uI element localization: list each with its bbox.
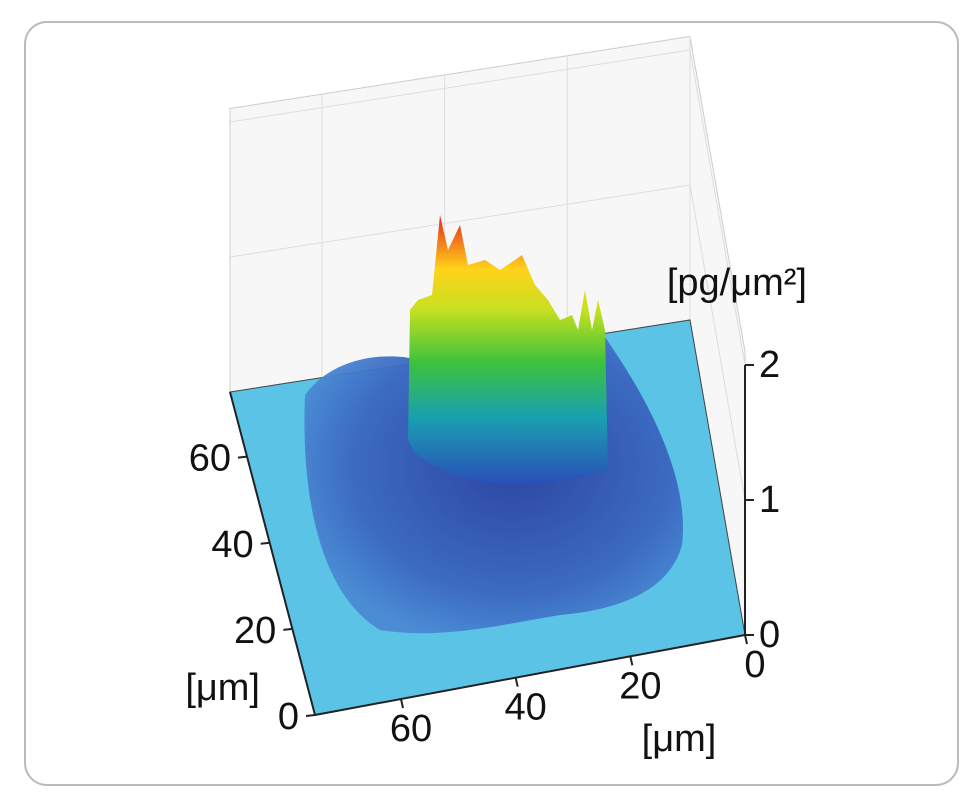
y-tick-label: 60 [189,438,231,480]
x-tick-label: 0 [744,644,765,686]
z-tick-label: 1 [759,479,780,521]
walls [229,35,746,636]
surface [304,215,684,634]
axis-line [229,391,316,716]
z-tick-label: 0 [759,614,780,656]
x-tick-label: 20 [619,665,661,707]
x-tick-label: 60 [390,708,432,750]
y-tick-label: 40 [211,524,253,566]
x-tick [629,656,634,666]
y-tick [260,541,270,545]
x-tick [744,634,748,645]
y-tick-label: 0 [278,696,299,738]
y-tick-label: 20 [234,610,276,652]
x-tick-label: 40 [505,687,547,729]
axis-line [314,634,746,716]
x-tick [514,677,519,687]
axes: 0 20 40 60 0 20 40 60 0 1 2 [μm] [μm] [pg/μm²] [185,262,807,760]
z-axis-label: [pg/μm²] [667,262,807,304]
y-tick [237,455,248,459]
y-tick [283,627,293,631]
surface-peak [408,215,608,485]
z-tick-label: 2 [759,344,780,386]
x-tick [400,698,404,709]
y-tick [305,714,316,717]
x-axis-label: [μm] [642,718,717,760]
y-axis-label: [μm] [185,667,260,709]
